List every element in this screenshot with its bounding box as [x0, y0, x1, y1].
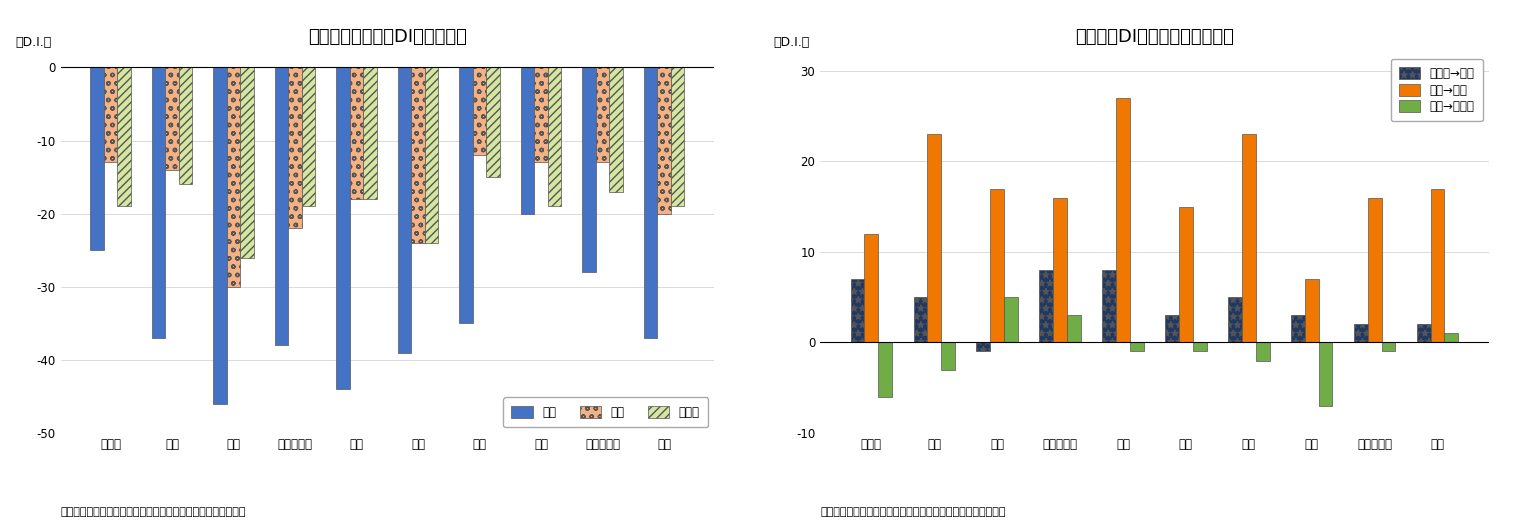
Bar	[412, 68, 425, 243]
Bar	[1256, 343, 1270, 361]
Bar	[582, 68, 595, 272]
Bar	[1053, 197, 1066, 343]
Bar	[1417, 324, 1431, 343]
Bar	[226, 68, 240, 287]
Bar	[942, 343, 955, 370]
Bar	[977, 343, 990, 352]
Bar	[1353, 324, 1367, 343]
Bar	[1291, 315, 1305, 343]
Text: （D.I.）: （D.I.）	[773, 36, 810, 49]
Bar	[1305, 279, 1318, 343]
Bar	[671, 68, 684, 206]
Bar	[521, 68, 535, 214]
Bar	[1192, 343, 1206, 352]
Bar	[1165, 315, 1179, 343]
Title: 地域別の業況判断DI（製造業）: 地域別の業況判断DI（製造業）	[308, 27, 466, 46]
Bar	[1227, 297, 1243, 343]
Bar	[548, 68, 562, 206]
Bar	[472, 68, 486, 155]
Bar	[117, 68, 131, 206]
Bar	[1431, 188, 1445, 343]
Bar	[658, 68, 671, 214]
Legend: 前回, 今回, 先行き: 前回, 今回, 先行き	[503, 398, 708, 427]
Bar	[1179, 206, 1192, 343]
Bar	[1116, 98, 1130, 343]
Bar	[398, 68, 412, 353]
Bar	[289, 68, 302, 228]
Bar	[363, 68, 377, 199]
Bar	[1066, 315, 1082, 343]
Bar	[1318, 343, 1332, 406]
Bar	[535, 68, 548, 163]
Text: （資料）日本銀行各支店公表資料よりニッセイ基礎研究所作成: （資料）日本銀行各支店公表資料よりニッセイ基礎研究所作成	[61, 507, 246, 517]
Bar	[349, 68, 363, 199]
Bar	[913, 297, 928, 343]
Bar	[864, 234, 878, 343]
Bar	[336, 68, 349, 389]
Bar	[213, 68, 226, 404]
Bar	[1367, 197, 1381, 343]
Bar	[1004, 297, 1018, 343]
Text: （資料）日本銀行各支店公表資料よりニッセイ基礎研究所作成: （資料）日本銀行各支店公表資料よりニッセイ基礎研究所作成	[820, 507, 1006, 517]
Text: （D.I.）: （D.I.）	[15, 36, 52, 49]
Bar	[275, 68, 289, 345]
Bar	[179, 68, 193, 184]
Bar	[1103, 270, 1116, 343]
Bar	[644, 68, 658, 338]
Bar	[166, 68, 179, 170]
Bar	[1243, 134, 1256, 343]
Bar	[1130, 343, 1144, 352]
Legend: 前々回→前回, 前回→今回, 今回→先行き: 前々回→前回, 前回→今回, 今回→先行き	[1390, 59, 1483, 121]
Bar	[878, 343, 892, 397]
Bar	[91, 68, 103, 250]
Bar	[302, 68, 316, 206]
Bar	[609, 68, 623, 192]
Bar	[425, 68, 439, 243]
Bar	[851, 279, 864, 343]
Title: 業況判断DI（製造業）の変化幅: 業況判断DI（製造業）の変化幅	[1075, 27, 1233, 46]
Bar	[486, 68, 500, 177]
Bar	[459, 68, 472, 323]
Bar	[152, 68, 166, 338]
Bar	[990, 188, 1004, 343]
Bar	[1381, 343, 1396, 352]
Bar	[928, 134, 942, 343]
Bar	[595, 68, 609, 163]
Bar	[1445, 333, 1458, 343]
Bar	[240, 68, 254, 258]
Bar	[103, 68, 117, 163]
Bar	[1039, 270, 1053, 343]
